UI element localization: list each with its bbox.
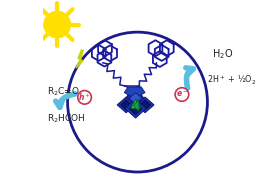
Polygon shape [136, 97, 154, 113]
FancyArrowPatch shape [186, 68, 193, 88]
Polygon shape [117, 97, 135, 113]
Polygon shape [121, 100, 131, 110]
Polygon shape [124, 87, 145, 98]
Polygon shape [129, 103, 142, 115]
Circle shape [78, 91, 91, 104]
Text: R$_2$C=O: R$_2$C=O [47, 85, 80, 98]
Polygon shape [131, 99, 141, 109]
Polygon shape [122, 94, 148, 115]
Polygon shape [140, 100, 150, 110]
Text: R$_2$HCOH: R$_2$HCOH [47, 113, 85, 125]
Circle shape [175, 88, 189, 101]
Polygon shape [125, 99, 146, 118]
Circle shape [44, 11, 70, 38]
Polygon shape [76, 50, 83, 68]
Text: h$^+$: h$^+$ [78, 91, 91, 103]
Text: 2H$^+$ + ½O$_2$: 2H$^+$ + ½O$_2$ [207, 74, 257, 87]
Polygon shape [129, 93, 142, 104]
FancyArrowPatch shape [56, 94, 75, 107]
Text: e$^-$: e$^-$ [176, 90, 188, 99]
Text: H$_2$O: H$_2$O [212, 47, 233, 61]
Polygon shape [134, 99, 139, 112]
